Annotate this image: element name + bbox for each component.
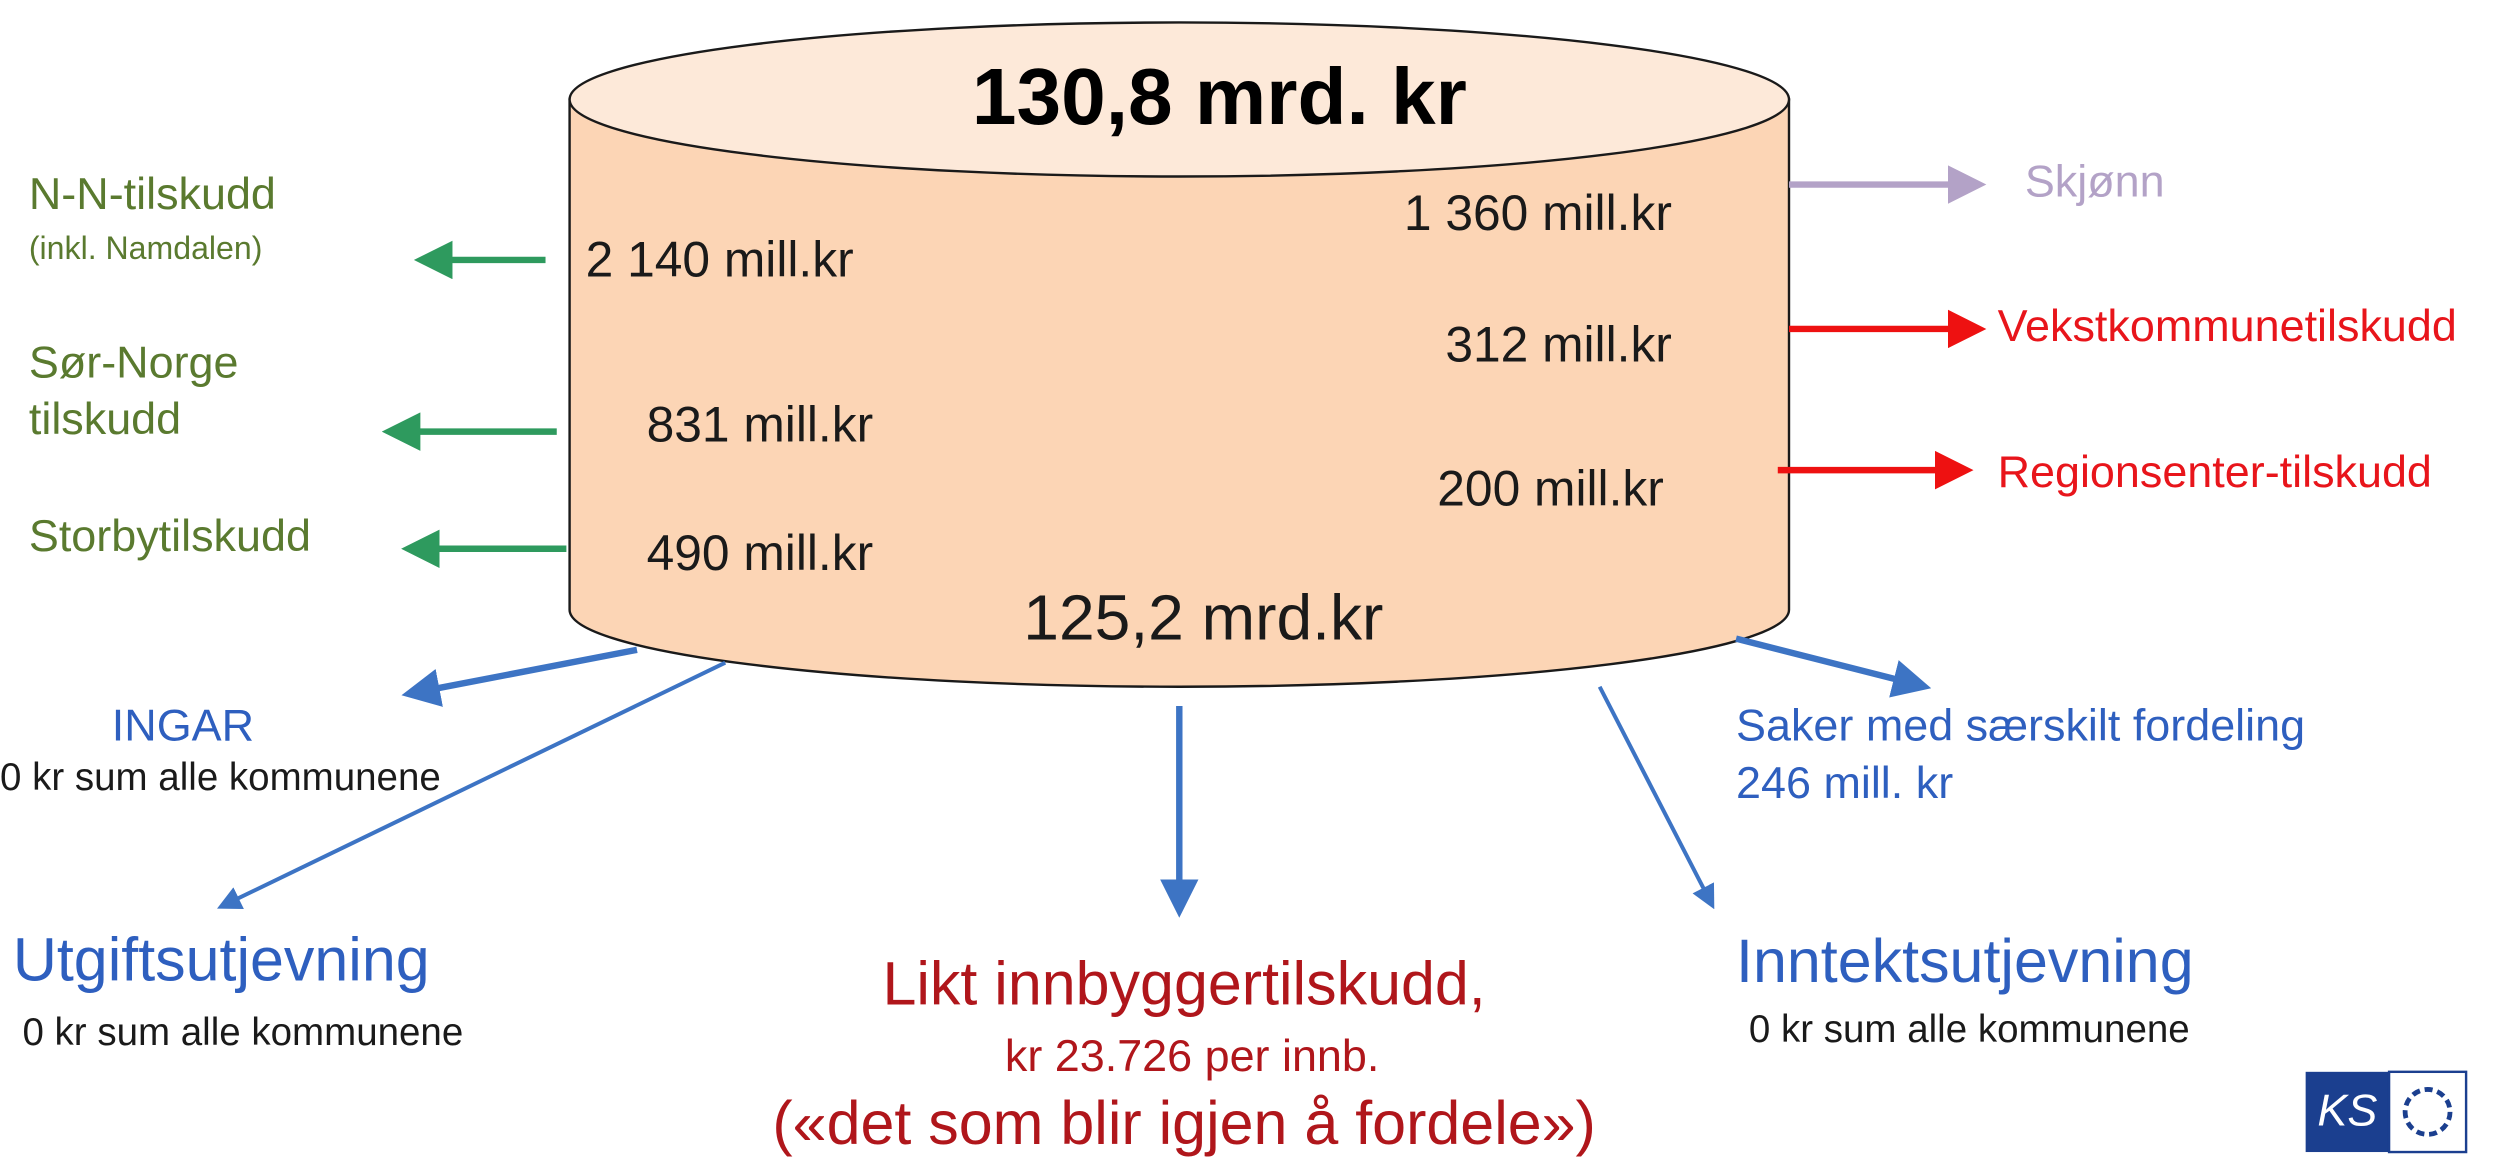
label: Storbytilskudd [29, 510, 311, 561]
amount: 490 mill.kr [647, 525, 874, 581]
note: 0 kr sum alle kommunene [1749, 1008, 2190, 1051]
label: N-N-tilskudd [29, 168, 276, 219]
label: Utgiftsutjevning [13, 925, 430, 993]
note: 0 kr sum alle kommunene [0, 756, 441, 799]
note: 0 kr sum alle kommunene [22, 1011, 463, 1054]
note: kr 23.726 per innb. [1005, 1030, 1379, 1081]
label: Saker med særskilt fordeling [1736, 699, 2305, 750]
amount: 2 140 mill.kr [586, 231, 854, 287]
amount: 246 mill. kr [1736, 757, 1953, 808]
remaining: 125,2 mrd.kr [1023, 582, 1383, 654]
total: 130,8 mrd. kr [972, 51, 1467, 141]
label: Vekstkommunetilskudd [1998, 300, 2457, 351]
label: tilskudd [29, 393, 181, 444]
logo-text: KS [2317, 1084, 2377, 1135]
label: Likt innbyggertilskudd, [882, 949, 1485, 1017]
amount: 312 mill.kr [1445, 316, 1672, 372]
label: Regionsenter-tilskudd [1998, 446, 2432, 497]
cylinder [568, 21, 1791, 688]
note: (inkl. Namdalen) [29, 230, 263, 266]
amount: 1 360 mill.kr [1404, 185, 1672, 241]
label: Inntektsutjevning [1736, 927, 2194, 995]
label: INGAR [112, 699, 254, 750]
arrows [217, 165, 1987, 918]
label: Skjønn [2025, 155, 2165, 206]
amount: 831 mill.kr [647, 397, 874, 453]
label: Sør-Norge [29, 337, 239, 388]
logo: KS [2305, 1070, 2468, 1154]
amount: 200 mill.kr [1437, 461, 1664, 517]
note: («det som blir igjen å fordele») [772, 1089, 1596, 1157]
